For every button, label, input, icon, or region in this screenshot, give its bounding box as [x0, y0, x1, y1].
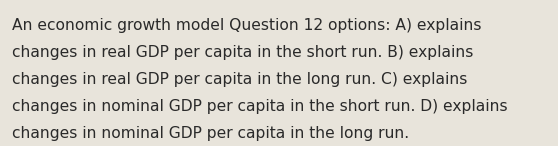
Text: changes in real GDP per capita in the long run. C) explains: changes in real GDP per capita in the lo… [12, 72, 468, 87]
Text: changes in nominal GDP per capita in the short run. D) explains: changes in nominal GDP per capita in the… [12, 99, 508, 114]
Text: changes in real GDP per capita in the short run. B) explains: changes in real GDP per capita in the sh… [12, 45, 474, 60]
Text: changes in nominal GDP per capita in the long run.: changes in nominal GDP per capita in the… [12, 126, 410, 141]
Text: An economic growth model Question 12 options: A) explains: An economic growth model Question 12 opt… [12, 18, 482, 33]
